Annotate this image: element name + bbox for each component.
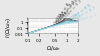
Text: \u03be = 0.7: \u03be = 0.7 xyxy=(69,6,96,23)
Text: \u03be = 0.2: \u03be = 0.2 xyxy=(58,0,80,23)
Text: \u03be = 0.1: \u03be = 0.1 xyxy=(56,0,76,24)
Y-axis label: $I\,(\Omega/\omega_n)$: $I\,(\Omega/\omega_n)$ xyxy=(4,16,13,37)
Text: \u03be = 1: \u03be = 1 xyxy=(73,12,98,23)
Text: \u03be = 0: \u03be = 0 xyxy=(53,3,71,25)
Text: \u03be = 0.3: \u03be = 0.3 xyxy=(61,0,83,22)
Text: \u03be = 0.5: \u03be = 0.5 xyxy=(66,3,92,22)
X-axis label: $\Omega/\omega_n$: $\Omega/\omega_n$ xyxy=(46,43,60,52)
